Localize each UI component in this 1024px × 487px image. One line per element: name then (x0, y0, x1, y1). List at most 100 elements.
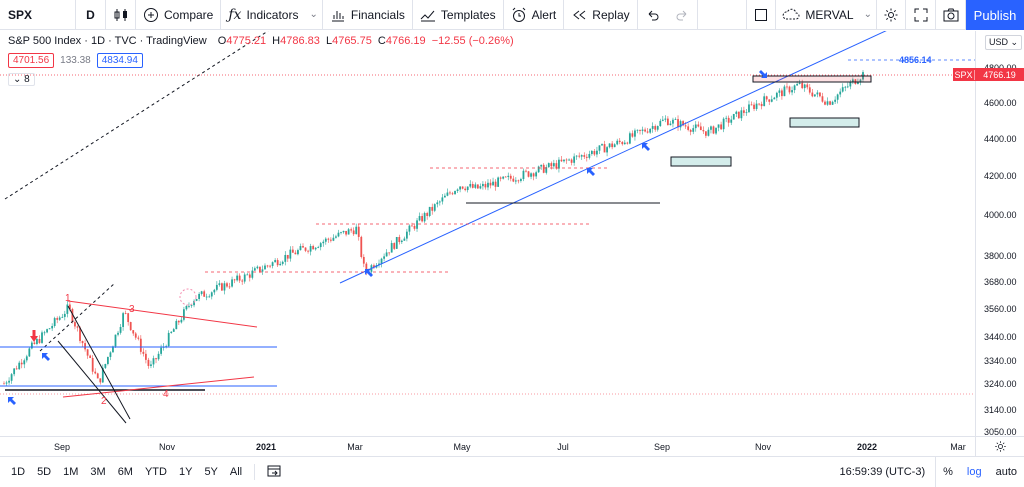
replay-button[interactable]: Replay (564, 0, 638, 30)
range-all[interactable]: All (229, 466, 243, 478)
candle-body (530, 173, 532, 177)
snapshot-button[interactable] (936, 0, 966, 30)
candle-body (10, 374, 13, 381)
financials-button[interactable]: Financials (321, 0, 413, 30)
range-ytd[interactable]: YTD (144, 466, 167, 478)
candle-body (459, 186, 462, 190)
candle-body (408, 225, 411, 232)
candle-body (441, 197, 444, 202)
range-6m[interactable]: 6M (117, 466, 133, 478)
candle-body (157, 353, 160, 360)
fullscreen-button[interactable] (906, 0, 936, 30)
candle-body (522, 170, 525, 180)
auto-toggle[interactable]: auto (995, 466, 1017, 478)
select-layout-button[interactable] (746, 0, 777, 30)
candle-body (416, 220, 418, 229)
candle-body (256, 266, 259, 269)
candle-body (25, 356, 28, 361)
currency-selector[interactable]: USD ⌄ (985, 35, 1023, 50)
candle-body (499, 177, 502, 179)
candle-body (350, 229, 353, 231)
candle-body (236, 275, 239, 281)
candle-body (56, 318, 59, 320)
alert-label: Alert (531, 7, 557, 22)
candle-body (210, 292, 213, 297)
blue-trendline (339, 27, 893, 284)
compare-button[interactable]: Compare (136, 0, 222, 30)
divider (254, 464, 256, 480)
candle-body (623, 142, 626, 145)
candle-body (704, 131, 707, 136)
candle-body (659, 120, 662, 127)
indicators-dropdown[interactable]: ⌄ (305, 0, 321, 30)
percent-toggle[interactable]: % (943, 466, 953, 478)
low-value: 4765.75 (332, 35, 372, 47)
symbol-search[interactable]: SPX (0, 0, 76, 30)
candle-body (471, 184, 474, 188)
range-1d[interactable]: 1D (11, 466, 26, 478)
candle-body (844, 86, 847, 88)
time-tick: Nov (754, 442, 772, 452)
candle-body (819, 92, 821, 97)
candle-body (697, 124, 700, 127)
candle-body (393, 243, 396, 249)
range-1m[interactable]: 1M (63, 466, 79, 478)
candle-body (284, 254, 287, 262)
publish-button[interactable]: Publish (966, 0, 1024, 30)
rewind-icon (571, 7, 587, 23)
layout-name-button[interactable]: MERVAL (776, 0, 859, 30)
range-5y[interactable]: 5Y (204, 466, 218, 478)
candle-body (851, 79, 854, 83)
arrow-markers (8, 70, 767, 405)
settings-button[interactable] (876, 0, 906, 30)
candle-body (492, 181, 494, 186)
resistance-box (752, 75, 872, 83)
layout-dropdown[interactable]: ⌄ (860, 0, 876, 30)
interval-button[interactable]: D (76, 0, 106, 30)
price-axis[interactable]: 4800.004600.004400.004200.004000.003800.… (975, 31, 1024, 437)
candle-body (352, 230, 355, 235)
time-tick: Nov (158, 442, 176, 452)
collapse-indicators-button[interactable]: ⌄ 8 (8, 73, 35, 86)
chart-type-button[interactable] (106, 0, 136, 30)
candle-body (558, 159, 560, 169)
candle-body (271, 262, 274, 266)
indicators-button[interactable]: ƒx Indicators (221, 0, 305, 30)
candle-body (568, 159, 570, 161)
open-label: O (217, 35, 227, 47)
candle-body (444, 195, 446, 198)
templates-button[interactable]: Templates (413, 0, 504, 30)
range-5d[interactable]: 5D (37, 466, 52, 478)
candle-body (588, 154, 591, 158)
candle-body (575, 155, 578, 157)
candle-body (821, 96, 824, 102)
dashed-trendline (4, 30, 269, 200)
alert-button[interactable]: Alert (504, 0, 565, 30)
candle-body (251, 270, 254, 278)
range-3m[interactable]: 3M (90, 466, 106, 478)
candle-body (5, 382, 8, 384)
chart-pane[interactable]: 1 2 3 4 4856.14 (0, 27, 975, 436)
chart-settings-button[interactable] (975, 436, 1024, 456)
redo-button[interactable] (668, 0, 698, 30)
undo-button[interactable] (638, 0, 668, 30)
candle-body (61, 316, 64, 318)
candle-body (428, 206, 431, 216)
time-tick: Mar (950, 442, 966, 452)
timezone-clock[interactable]: 16:59:39 (UTC-3) (840, 456, 937, 487)
candle-body (231, 279, 233, 287)
candle-body (312, 246, 315, 250)
goto-date-button[interactable] (261, 465, 287, 480)
time-axis[interactable]: Sep Nov 2021 Mar May Jul Sep Nov 2022 Mar (0, 436, 975, 456)
log-toggle[interactable]: log (966, 466, 982, 478)
time-tick: 2022 (856, 442, 878, 452)
candle-body (208, 296, 211, 298)
price-chart[interactable]: 1 2 3 4 4856.14 (0, 27, 975, 436)
candle-body (489, 182, 492, 186)
range-1y[interactable]: 1Y (178, 466, 193, 478)
candle-body (380, 258, 383, 264)
candle-body (347, 229, 350, 235)
candle-body (388, 252, 391, 254)
time-tick: Jul (557, 442, 569, 452)
candle-body (411, 225, 413, 227)
